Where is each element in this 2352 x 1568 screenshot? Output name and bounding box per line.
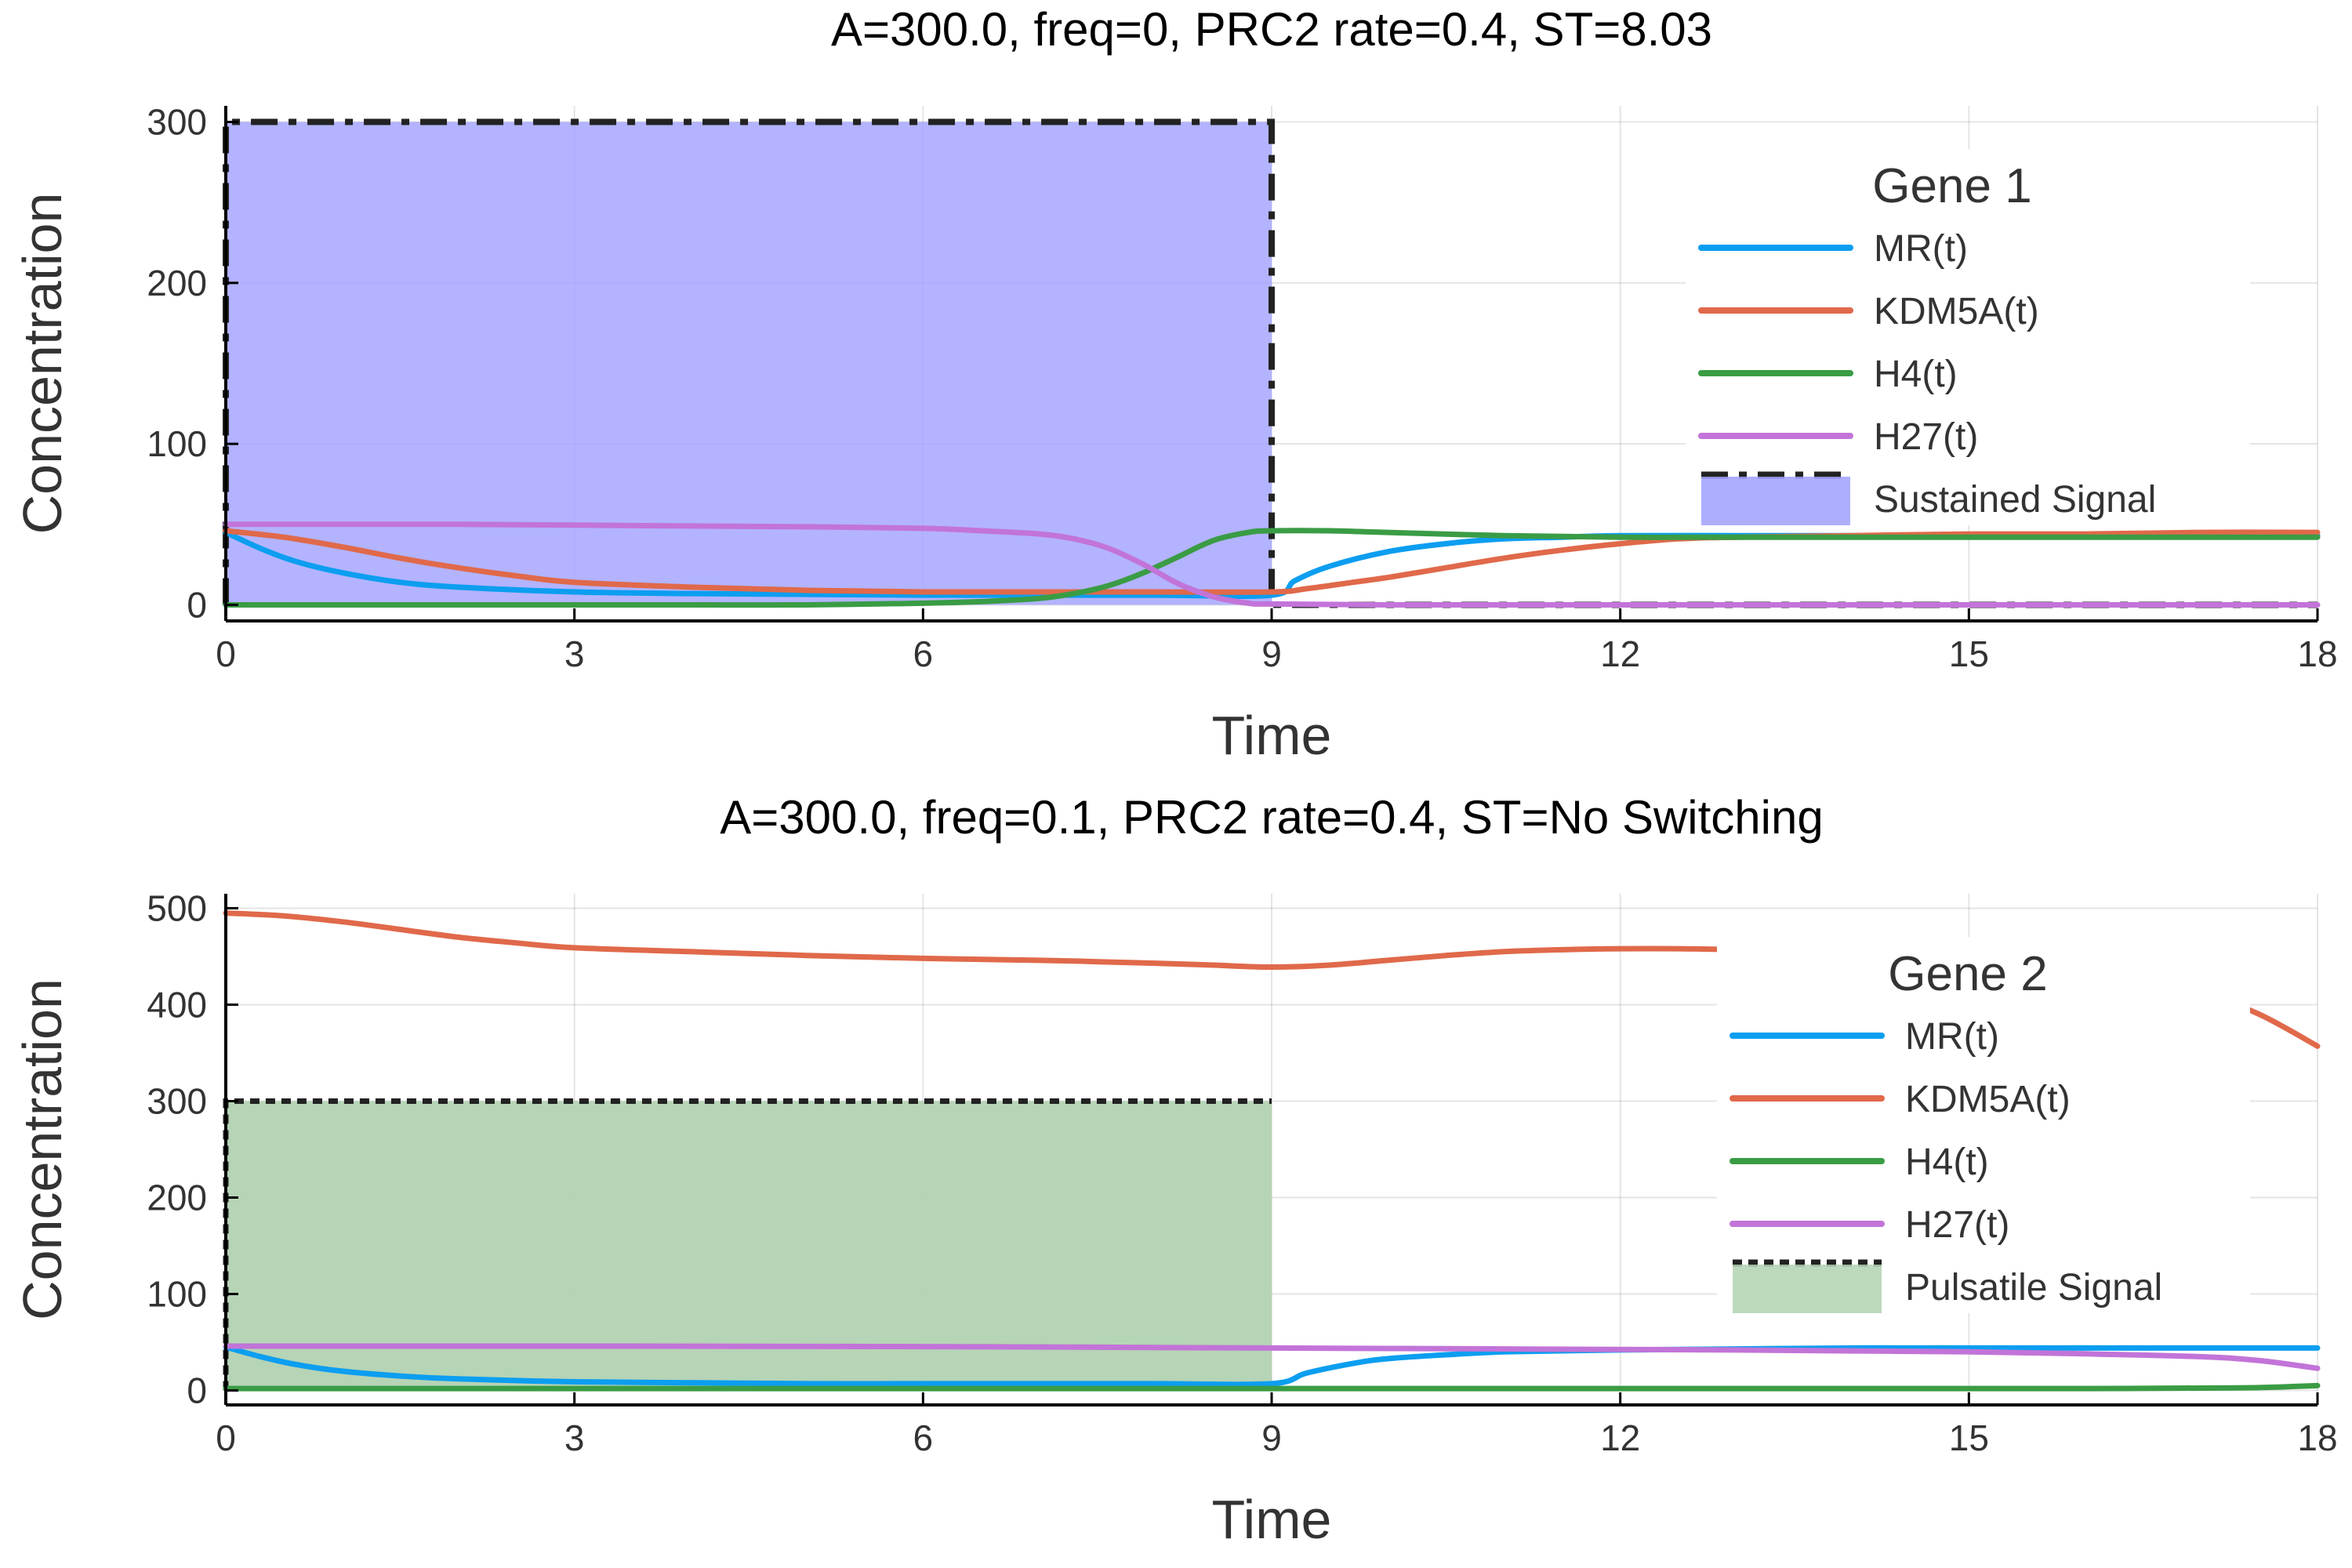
- y-axis-label: Concentration: [12, 978, 73, 1320]
- x-tick-label: 15: [1949, 1417, 1989, 1458]
- legend: Gene 1 MR(t) KDM5A(t) H4(t) H27(t) Sustained…: [1686, 149, 2250, 525]
- x-axis-label: Time: [1212, 1489, 1332, 1550]
- x-axis-label: Time: [1212, 705, 1332, 766]
- legend-entries: MR(t) KDM5A(t) H4(t) H27(t) Pulsatile Signal: [1730, 1016, 2162, 1313]
- legend-label-mr-t: MR(t): [1874, 228, 1968, 270]
- x-tick-label: 15: [1949, 633, 1989, 674]
- x-tick-label: 6: [913, 633, 934, 674]
- x-tick-label: 0: [216, 633, 236, 674]
- x-tick-label: 12: [1600, 1417, 1640, 1458]
- y-tick-label: 200: [147, 263, 207, 303]
- legend-label-kdm5a-t: KDM5A(t): [1905, 1079, 2071, 1120]
- x-tick-label: 9: [1261, 1417, 1282, 1458]
- signal-fill: [226, 122, 1272, 605]
- y-tick-label: 400: [147, 984, 207, 1025]
- x-tick-label: 9: [1261, 633, 1282, 674]
- chart-title: A=300.0, freq=0, PRC2 rate=0.4, ST=8.03: [831, 3, 1712, 56]
- y-tick-label: 300: [147, 1080, 207, 1121]
- legend-label-h4-t: H4(t): [1905, 1142, 1989, 1183]
- axes: [224, 106, 2319, 622]
- chart-title: A=300.0, freq=0.1, PRC2 rate=0.4, ST=No …: [720, 791, 1823, 844]
- x-tick-label: 18: [2297, 633, 2337, 674]
- chart-panel-gene-2: 0 3 6 9 12 15 18 0 100 200 300 400 500 A=300.0, freq…: [12, 791, 2338, 1550]
- legend-label-kdm5a-t: KDM5A(t): [1874, 291, 2039, 332]
- y-axis-label: Concentration: [12, 193, 73, 535]
- y-tick-label: 100: [147, 1274, 207, 1315]
- series-line-h4-t: [223, 1382, 2321, 1392]
- y-tick-label: 100: [147, 423, 207, 464]
- x-tick-label: 0: [216, 1417, 236, 1458]
- legend-background: [1686, 149, 2250, 525]
- series-lines: [223, 521, 2321, 608]
- legend-label-mr-t: MR(t): [1905, 1016, 1999, 1058]
- legend-label-h27-t: H27(t): [1874, 416, 1978, 458]
- legend-title: Gene 1: [1872, 159, 2031, 213]
- tick-labels: 0 3 6 9 12 15 18 0 100 200 300 400 500: [147, 887, 2337, 1458]
- legend-entries: MR(t) KDM5A(t) H4(t) H27(t) Sustained Signal: [1698, 228, 2156, 525]
- signal-fill: [226, 1101, 1272, 1391]
- axes: [224, 894, 2319, 1406]
- y-tick-label: 500: [147, 887, 207, 928]
- y-tick-label: 0: [187, 1370, 207, 1411]
- signal-area: [223, 1098, 1272, 1391]
- y-tick-label: 0: [187, 584, 207, 625]
- legend-background: [1717, 937, 2250, 1313]
- x-tick-label: 6: [913, 1417, 934, 1458]
- tick-labels: 0 3 6 9 12 15 18 0 100 200 300: [147, 102, 2337, 674]
- x-tick-label: 12: [1600, 633, 1640, 674]
- y-tick-label: 200: [147, 1178, 207, 1218]
- x-tick-label: 3: [564, 633, 585, 674]
- y-tick-label: 300: [147, 102, 207, 143]
- legend: Gene 2 MR(t) KDM5A(t) H4(t) H27(t) Pulsatile…: [1717, 937, 2250, 1313]
- series-line-h4-t: [223, 528, 2321, 608]
- legend-label-sustained-signal: Sustained Signal: [1874, 479, 2156, 521]
- x-tick-label: 3: [564, 1417, 585, 1458]
- chart-panel-gene-1: 0 3 6 9 12 15 18 0 100 200 300 A=300.0, freq=0, PR…: [12, 3, 2338, 766]
- series-line-h27-t: [223, 1343, 2321, 1371]
- legend-swatch-signal-fill: [1733, 1265, 1882, 1313]
- legend-label-h27-t: H27(t): [1905, 1204, 2009, 1246]
- series-line-mr-t: [223, 1344, 2321, 1388]
- legend-title: Gene 2: [1888, 947, 2047, 1001]
- series-line-h27-t: [223, 521, 2321, 608]
- x-tick-label: 18: [2297, 1417, 2337, 1458]
- legend-label-h4-t: H4(t): [1874, 354, 1958, 395]
- legend-swatch-signal-fill: [1701, 477, 1850, 525]
- legend-label-pulsatile-signal: Pulsatile Signal: [1905, 1267, 2162, 1308]
